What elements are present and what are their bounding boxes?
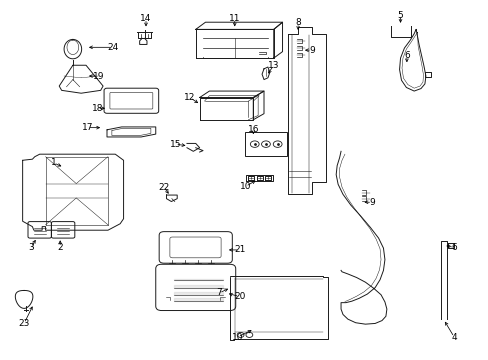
Text: 17: 17 [81,123,93,132]
Text: 9: 9 [308,46,314,55]
Text: 8: 8 [295,18,301,27]
Text: 7: 7 [216,288,222,297]
Text: 6: 6 [403,51,409,60]
Text: 14: 14 [140,14,151,23]
Text: 23: 23 [19,319,30,328]
Text: 5: 5 [397,10,403,19]
Text: 18: 18 [91,104,103,113]
Text: 22: 22 [158,183,169,192]
Text: 4: 4 [450,333,456,342]
Text: 10: 10 [231,333,243,342]
Text: 3: 3 [28,243,34,252]
Text: 16: 16 [247,125,259,134]
Text: 24: 24 [107,43,118,52]
Text: 12: 12 [184,93,195,102]
Text: 9: 9 [368,198,374,207]
Text: 20: 20 [233,292,245,301]
Text: 10: 10 [239,182,251,191]
Text: 1: 1 [50,158,56,167]
Text: 15: 15 [169,140,181,149]
Text: 2: 2 [57,243,63,252]
Text: 6: 6 [450,243,456,252]
Text: 11: 11 [228,14,240,23]
Text: 19: 19 [92,72,104,81]
Bar [245,132,286,156]
Text: 21: 21 [233,246,245,255]
Text: 13: 13 [267,61,279,70]
